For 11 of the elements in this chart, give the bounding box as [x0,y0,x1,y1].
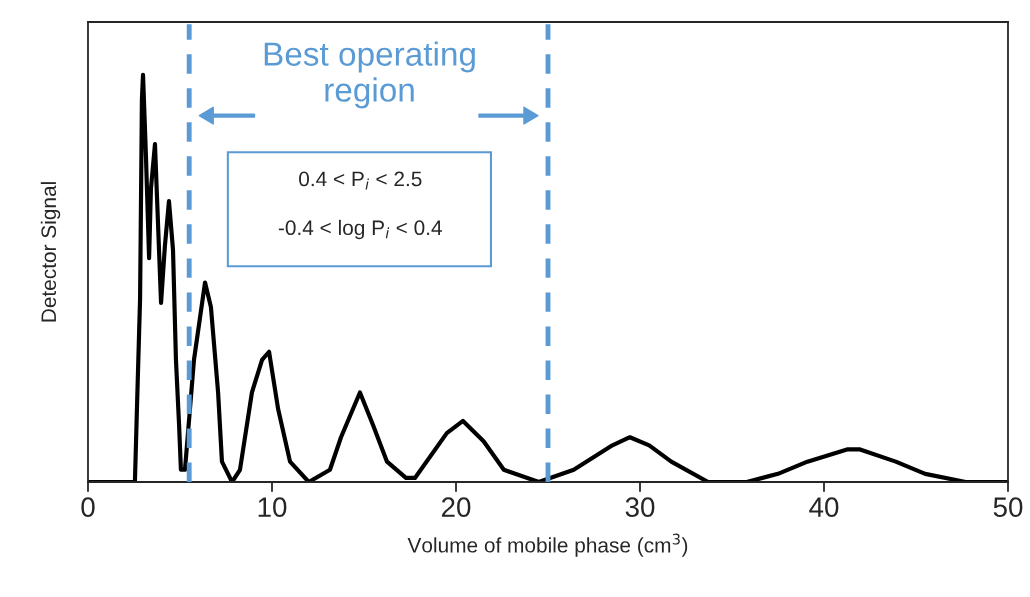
annotation: 0.4 < P$_{i}$ < 2.5 [299,171,422,190]
annotation: Best operating region [264,41,475,109]
x-tick-label: 20 [441,497,471,517]
x-tick-label: 30 [625,497,655,517]
x-tick-label: 50 [993,497,1023,517]
x-axis-title: Volume of mobile phase (cm$^{3}$) [407,533,688,557]
y-axis-title: Detector Signal [40,182,61,322]
annotation: -0.4 < log P$_{i}$ < 0.4 [278,219,442,240]
x-tick-label: 40 [809,497,839,517]
x-tick-label: 10 [258,497,287,517]
x-tick-label: 0 [81,497,95,517]
